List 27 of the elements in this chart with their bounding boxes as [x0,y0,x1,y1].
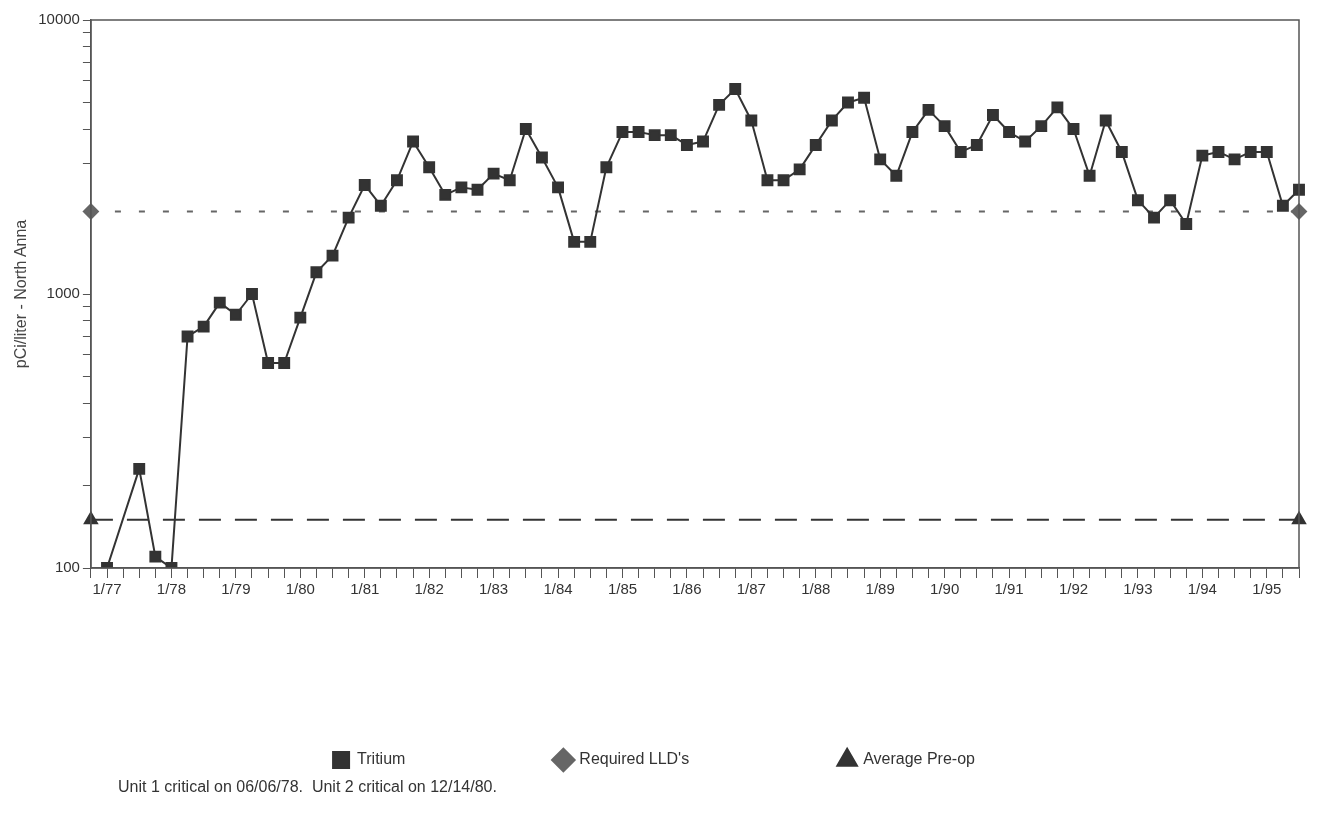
legend-label: Average Pre-op [863,750,976,768]
y-tick-label: 1000 [46,284,80,302]
x-tick-label: 1/86 [672,580,702,598]
x-tick-label: 1/83 [479,580,509,598]
x-tick-label: 1/77 [92,580,122,598]
x-tick-label: 1/82 [414,580,444,598]
x-tick-label: 1/94 [1187,580,1217,598]
x-tick-label: 1/80 [285,580,315,598]
x-tick-label: 1/95 [1252,580,1282,598]
x-tick-label: 1/89 [865,580,895,598]
x-tick-label: 1/84 [543,580,573,598]
x-tick-label: 1/87 [736,580,766,598]
x-tick-label: 1/93 [1123,580,1153,598]
x-tick-label: 1/91 [994,580,1024,598]
y-axis-title: pCi/liter - North Anna [12,219,30,369]
x-tick-label: 1/88 [801,580,831,598]
x-tick-label: 1/79 [221,580,251,598]
x-tick-label: 1/85 [607,580,638,598]
y-tick-label: 10000 [38,10,80,28]
text: Unit 1 critical on 06/06/78. Unit 2 critical on 12/14/80. [118,778,498,796]
legend-label: Required LLD's [579,750,690,768]
x-tick-label: 1/81 [350,580,380,598]
x-tick-label: 1/92 [1058,580,1089,598]
legend-label: Tritium [357,750,406,768]
y-tick-label: 100 [54,558,80,576]
x-tick-label: 1/78 [156,580,187,598]
x-tick-label: 1/90 [930,580,960,598]
